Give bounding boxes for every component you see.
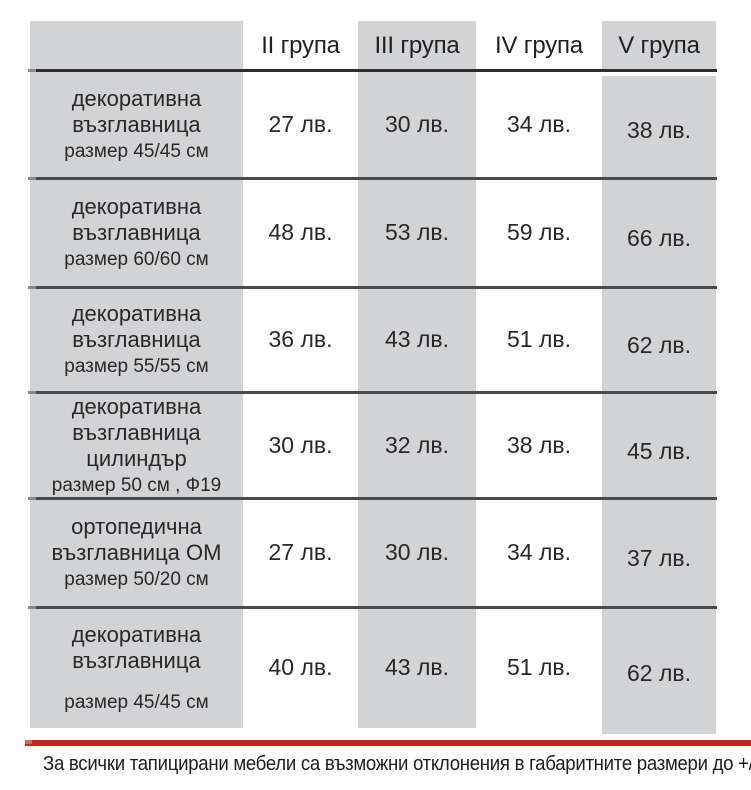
table-row-label: декоративна възглавница размер 45/45 см [30, 607, 243, 728]
product-size: размер 50/20 см [64, 569, 209, 590]
price-cell: 62 лв. [602, 613, 716, 734]
product-name: декоративна възглавница [71, 301, 202, 352]
product-name: декоративна възглавница [71, 621, 202, 673]
price-cell: 48 лв. [243, 178, 358, 287]
footer-note: За всички тапицирани мебели са възможни … [43, 753, 751, 775]
price-cell: 36 лв. [243, 287, 358, 392]
price-cell: 40 лв. [243, 607, 358, 728]
product-size: размер 45/45 см [64, 691, 209, 713]
price-cell: 34 лв. [476, 498, 602, 607]
product-name: декоративна възглавница [71, 194, 202, 245]
product-size: размер 50 см , Ф19 [51, 474, 222, 496]
price-cell: 43 лв. [358, 607, 476, 728]
row-divider-rule [28, 177, 717, 180]
column-header-group-3: III група [358, 21, 476, 70]
product-size: размер 60/60 см [64, 249, 209, 270]
price-cell: 66 лв. [602, 184, 716, 293]
product-name: ортопедична възглавница ОМ [51, 514, 222, 565]
pillow-price-table: II група III група IV група V група деко… [30, 21, 716, 734]
table-row-label: ортопедична възглавница ОМ размер 50/20 … [30, 498, 243, 607]
table-row-label: декоративна възглавница цилиндър размер … [30, 392, 243, 498]
table-corner-cell [30, 21, 243, 70]
row-divider-rule [28, 606, 717, 609]
price-cell: 37 лв. [602, 504, 716, 613]
price-cell: 27 лв. [243, 498, 358, 607]
table-row-label: декоративна възглавница размер 60/60 см [30, 178, 243, 287]
header-divider-rule [28, 69, 717, 72]
price-cell: 38 лв. [476, 392, 602, 498]
table-row-label: декоративна възглавница размер 55/55 см [30, 287, 243, 392]
accent-bar [25, 740, 751, 746]
product-size: размер 45/45 см [64, 140, 209, 162]
price-cell: 30 лв. [358, 498, 476, 607]
product-name: декоративна възглавница [71, 85, 202, 137]
price-cell: 30 лв. [243, 392, 358, 498]
product-size: размер 55/55 см [64, 356, 209, 377]
row-divider-rule [28, 286, 717, 289]
price-cell: 32 лв. [358, 392, 476, 498]
price-cell: 51 лв. [476, 607, 602, 728]
price-cell: 59 лв. [476, 178, 602, 287]
column-header-group-4: IV група [476, 21, 602, 70]
price-cell: 27 лв. [243, 70, 358, 178]
product-name: декоративна възглавница цилиндър [71, 393, 202, 471]
table-row-label: декоративна възглавница размер 45/45 см [30, 70, 243, 178]
price-cell: 38 лв. [602, 76, 716, 184]
price-cell: 45 лв. [602, 398, 716, 504]
price-cell: 43 лв. [358, 287, 476, 392]
price-cell: 34 лв. [476, 70, 602, 178]
price-cell: 30 лв. [358, 70, 476, 178]
row-divider-rule [28, 391, 717, 394]
row-divider-rule [28, 497, 717, 500]
price-cell: 53 лв. [358, 178, 476, 287]
accent-bar-cap [25, 740, 32, 744]
column-header-group-5: V група [602, 21, 716, 70]
price-cell: 51 лв. [476, 287, 602, 392]
price-cell: 62 лв. [602, 293, 716, 398]
column-header-group-2: II група [243, 21, 358, 70]
